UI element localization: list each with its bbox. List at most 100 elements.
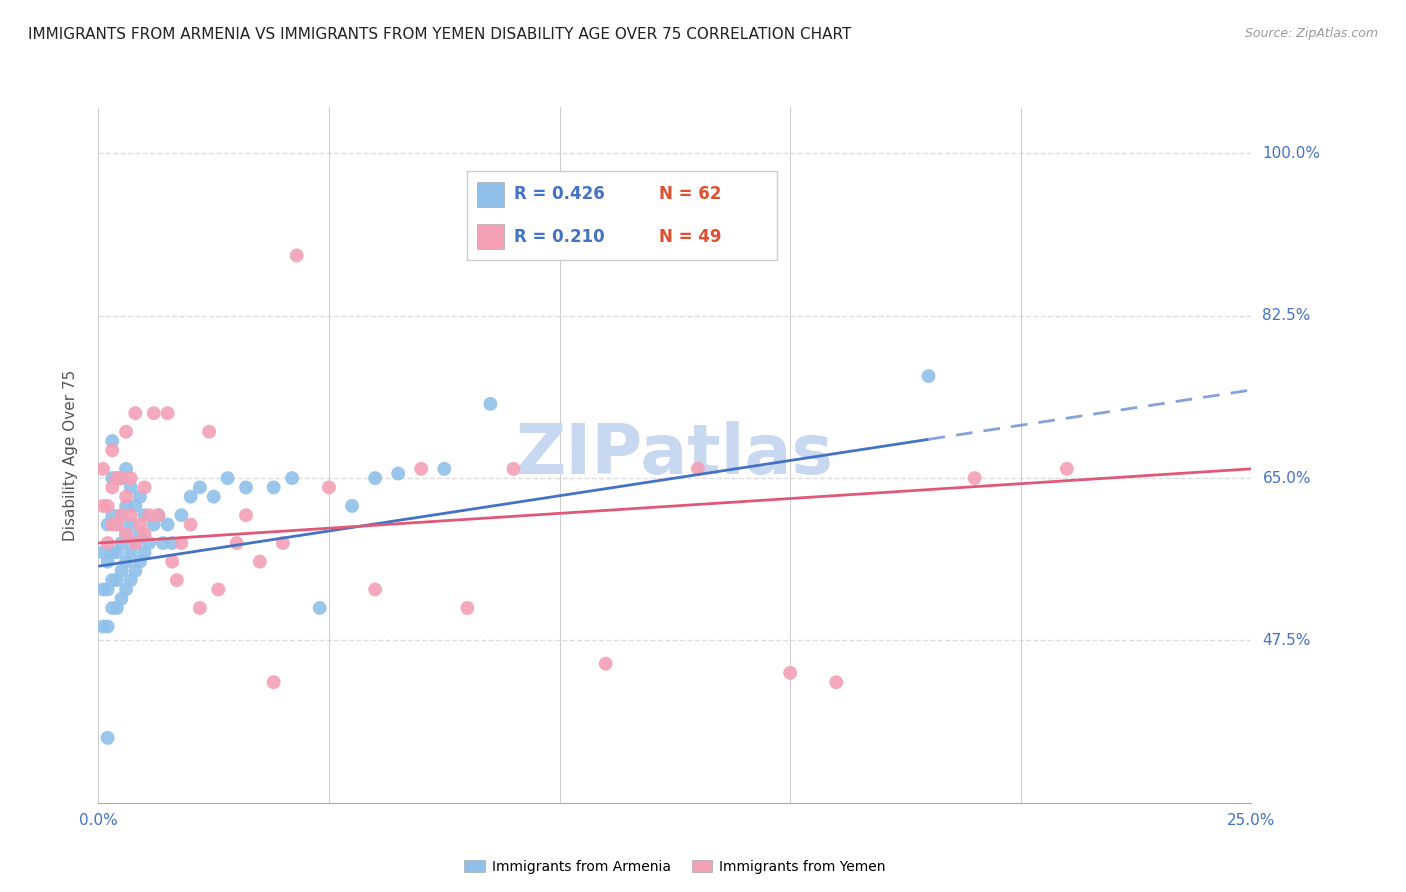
Text: R = 0.210: R = 0.210 bbox=[513, 228, 605, 246]
Point bbox=[101, 443, 124, 458]
Point bbox=[124, 499, 146, 513]
Point bbox=[456, 601, 478, 615]
Point bbox=[101, 508, 124, 523]
Point bbox=[134, 508, 156, 523]
Point bbox=[281, 471, 304, 485]
Point bbox=[97, 517, 120, 532]
Point bbox=[101, 517, 124, 532]
Point bbox=[91, 499, 114, 513]
Point bbox=[101, 545, 124, 559]
Text: N = 49: N = 49 bbox=[659, 228, 721, 246]
Point bbox=[124, 564, 146, 578]
Point bbox=[249, 555, 271, 569]
Point bbox=[97, 555, 120, 569]
Point bbox=[285, 248, 308, 262]
Point bbox=[105, 471, 128, 485]
Point bbox=[124, 406, 146, 420]
Point bbox=[115, 526, 138, 541]
Point bbox=[825, 675, 848, 690]
Point bbox=[105, 517, 128, 532]
Point bbox=[411, 462, 433, 476]
Point bbox=[129, 555, 152, 569]
Point bbox=[101, 573, 124, 587]
Point bbox=[917, 369, 939, 384]
Point bbox=[134, 526, 156, 541]
Point bbox=[105, 545, 128, 559]
Point bbox=[340, 499, 363, 513]
Point bbox=[91, 619, 114, 633]
Point bbox=[110, 564, 132, 578]
Point bbox=[148, 508, 170, 523]
Point bbox=[166, 573, 188, 587]
Point bbox=[110, 591, 132, 606]
Point bbox=[142, 517, 165, 532]
Text: N = 62: N = 62 bbox=[659, 185, 721, 202]
Text: 100.0%: 100.0% bbox=[1263, 146, 1320, 161]
Point bbox=[502, 462, 524, 476]
Point bbox=[138, 536, 160, 550]
Point bbox=[115, 490, 138, 504]
Point bbox=[129, 526, 152, 541]
Point bbox=[318, 480, 340, 494]
Point bbox=[124, 536, 146, 550]
Point bbox=[120, 545, 142, 559]
Point bbox=[207, 582, 229, 597]
Point bbox=[364, 471, 387, 485]
Point bbox=[595, 657, 617, 671]
Point bbox=[110, 508, 132, 523]
Point bbox=[115, 462, 138, 476]
Point bbox=[170, 536, 193, 550]
Point bbox=[115, 425, 138, 439]
Point bbox=[115, 582, 138, 597]
Text: ZIPatlas: ZIPatlas bbox=[516, 421, 834, 489]
Point bbox=[170, 508, 193, 523]
Point bbox=[198, 425, 221, 439]
Point bbox=[110, 471, 132, 485]
Point bbox=[387, 467, 409, 481]
Point bbox=[115, 526, 138, 541]
Point bbox=[120, 471, 142, 485]
FancyBboxPatch shape bbox=[467, 171, 776, 260]
Point bbox=[91, 462, 114, 476]
Point bbox=[120, 508, 142, 523]
Point bbox=[779, 665, 801, 680]
Point bbox=[101, 471, 124, 485]
Text: IMMIGRANTS FROM ARMENIA VS IMMIGRANTS FROM YEMEN DISABILITY AGE OVER 75 CORRELAT: IMMIGRANTS FROM ARMENIA VS IMMIGRANTS FR… bbox=[28, 27, 852, 42]
Point bbox=[1056, 462, 1078, 476]
Point bbox=[101, 480, 124, 494]
Point bbox=[105, 517, 128, 532]
Point bbox=[129, 517, 152, 532]
Point bbox=[156, 517, 179, 532]
Point bbox=[110, 508, 132, 523]
Point bbox=[129, 490, 152, 504]
Point bbox=[188, 480, 211, 494]
Point bbox=[433, 462, 456, 476]
Point bbox=[101, 601, 124, 615]
Point bbox=[160, 555, 183, 569]
Point bbox=[235, 480, 257, 494]
Point bbox=[235, 508, 257, 523]
Point bbox=[110, 536, 132, 550]
Point bbox=[160, 536, 183, 550]
Point bbox=[105, 573, 128, 587]
Text: 47.5%: 47.5% bbox=[1263, 633, 1310, 648]
Point bbox=[101, 434, 124, 448]
Point bbox=[120, 517, 142, 532]
Point bbox=[202, 490, 225, 504]
Point bbox=[115, 499, 138, 513]
Y-axis label: Disability Age Over 75: Disability Age Over 75 bbox=[63, 369, 77, 541]
Point bbox=[152, 536, 174, 550]
Point bbox=[97, 499, 120, 513]
Point bbox=[180, 517, 202, 532]
Point bbox=[97, 619, 120, 633]
Point bbox=[138, 508, 160, 523]
FancyBboxPatch shape bbox=[477, 182, 505, 207]
Point bbox=[180, 490, 202, 504]
Point bbox=[91, 545, 114, 559]
Point bbox=[124, 536, 146, 550]
Point bbox=[115, 555, 138, 569]
Point bbox=[105, 471, 128, 485]
Point bbox=[686, 462, 709, 476]
FancyBboxPatch shape bbox=[477, 225, 505, 250]
Point bbox=[148, 508, 170, 523]
